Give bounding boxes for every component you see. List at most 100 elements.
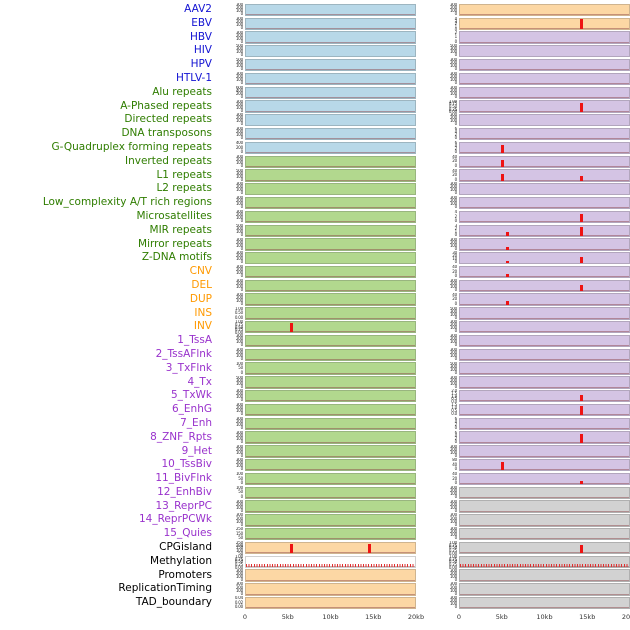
row-label: Directed repeats (124, 113, 212, 126)
y-tick-label: 1.5 (451, 403, 457, 408)
row-label: 7_Enh (180, 416, 212, 429)
right-track-panel (459, 417, 630, 430)
zero-baseline (460, 607, 629, 609)
y-tick-label: 300 (449, 375, 457, 380)
y-tick-label: 100 (235, 380, 243, 386)
y-tick-label: 4 (454, 418, 458, 424)
y-tick-label: 0 (454, 38, 458, 44)
zero-baseline (460, 345, 629, 347)
track-row-del: DEL 300 200 100 0 300 200 100 0 (0, 279, 630, 293)
track-row-a-phased-repeats: A-Phased repeats 300 200 100 0 1.00 0.75 0.50… (0, 100, 630, 113)
left-track-panel (245, 541, 416, 555)
y-tick-label: 200 (235, 405, 243, 411)
x-tick-label-right: 15kb (579, 613, 596, 621)
right-track-panel (459, 431, 630, 444)
zero-baseline (246, 317, 415, 319)
data-spike (580, 394, 583, 402)
y-tick-label: 100 (449, 532, 457, 538)
right-y-axis: 500 300 100 0 (416, 307, 459, 321)
y-tick-label: 200 (449, 198, 457, 204)
track-row-12-enhbiv: 12_EnhBiv 100 50 0 300 200 100 0 (0, 486, 630, 500)
y-tick-label: 300 (235, 225, 243, 231)
y-tick-label: 100 (235, 339, 243, 345)
y-tick-label: 300 (235, 60, 243, 66)
y-tick-label: 300 (235, 16, 243, 21)
left-track-panel (245, 569, 416, 582)
y-tick-label: 0 (454, 80, 458, 86)
y-tick-label: 0.02 (234, 599, 243, 605)
track-row-htlv-1: HTLV-1 300 200 100 0 300 200 100 0 (0, 72, 630, 86)
data-spike (580, 19, 583, 29)
y-tick-label: 300 (449, 568, 457, 573)
data-spike (580, 481, 583, 485)
zero-baseline (246, 524, 415, 526)
y-tick-label: 100 (235, 118, 243, 124)
left-y-axis: 1.00 0.50 0.00 (212, 307, 245, 321)
y-tick-label: 200 (235, 391, 243, 397)
zero-baseline (460, 83, 629, 85)
right-track-panel (459, 155, 630, 168)
y-tick-label: 50 (238, 535, 243, 541)
y-tick-label: 200 (449, 529, 457, 535)
zero-baseline (460, 510, 629, 512)
signal-trace (460, 564, 629, 567)
row-label: Microsatellites (136, 209, 212, 222)
zero-baseline (246, 552, 415, 554)
zero-baseline (246, 579, 415, 581)
right-y-axis: 300 200 100 0 (416, 569, 459, 583)
y-tick-label: 1 (454, 34, 458, 40)
zero-baseline (246, 483, 415, 485)
row-label: Alu repeats (152, 85, 212, 98)
right-y-axis: 300 200 100 0 (416, 182, 459, 196)
zero-baseline (246, 290, 415, 291)
y-tick-label: 0.0 (451, 399, 457, 404)
y-tick-label: 300 (449, 334, 457, 339)
right-track-panel (459, 403, 630, 417)
y-tick-label: 0.00 (448, 564, 457, 569)
y-tick-label: 0 (454, 480, 458, 486)
data-spike (506, 300, 509, 305)
y-tick-label: 300 (449, 46, 457, 52)
right-y-axis: 40 20 0 (416, 265, 459, 279)
y-tick-label: 0 (454, 52, 458, 58)
right-track-panel (459, 486, 630, 499)
y-tick-label: 20 (452, 296, 457, 302)
track-row-14-reprpcwk: 14_ReprPCWk 300 200 100 0 300 200 100 0 (0, 513, 630, 527)
y-tick-label: 0 (454, 328, 458, 334)
y-tick-label: 150 (235, 545, 243, 551)
y-tick-label: 300 (449, 347, 457, 352)
y-tick-label: 200 (235, 74, 243, 80)
y-tick-label: 500 (449, 361, 457, 366)
row-label: 1_TssA (177, 334, 212, 347)
track-row-cpgisland: CPGisland 250200150100500 1.000.750.500.… (0, 541, 630, 555)
y-tick-label: 0 (240, 204, 244, 210)
y-tick-label: 100 (235, 104, 243, 110)
y-tick-label: 0 (240, 176, 244, 182)
y-tick-label: 1.00 (234, 320, 243, 325)
track-row-11-bivflnk: 11_BivFlnk 100 50 0 40 20 0 (0, 472, 630, 486)
y-tick-label: 50 (238, 489, 243, 495)
row-label: HTLV-1 (175, 71, 212, 84)
y-tick-label: 0 (454, 521, 458, 527)
y-tick-label: 300 (235, 251, 243, 256)
left-y-axis: 300 200 100 0 (212, 182, 245, 196)
left-y-axis: 0.04 0.02 0.00 (212, 596, 245, 610)
data-spike (500, 174, 504, 181)
right-track-panel (459, 265, 630, 279)
y-tick-label: 0 (454, 535, 458, 541)
y-tick-label: 500 (235, 375, 243, 380)
zero-baseline (460, 469, 629, 471)
y-tick-label: 0 (240, 149, 244, 155)
left-y-axis: 300 200 100 0 (212, 348, 245, 362)
zero-baseline (246, 607, 415, 609)
y-tick-label: 0.00 (448, 550, 457, 555)
y-tick-label: 0 (240, 493, 244, 499)
row-label: 8_ZNF_Rpts (150, 430, 212, 443)
y-tick-label: 100 (449, 490, 457, 496)
zero-baseline (460, 41, 629, 43)
y-tick-label: 100 (235, 587, 243, 593)
y-tick-label: 0 (240, 162, 244, 168)
